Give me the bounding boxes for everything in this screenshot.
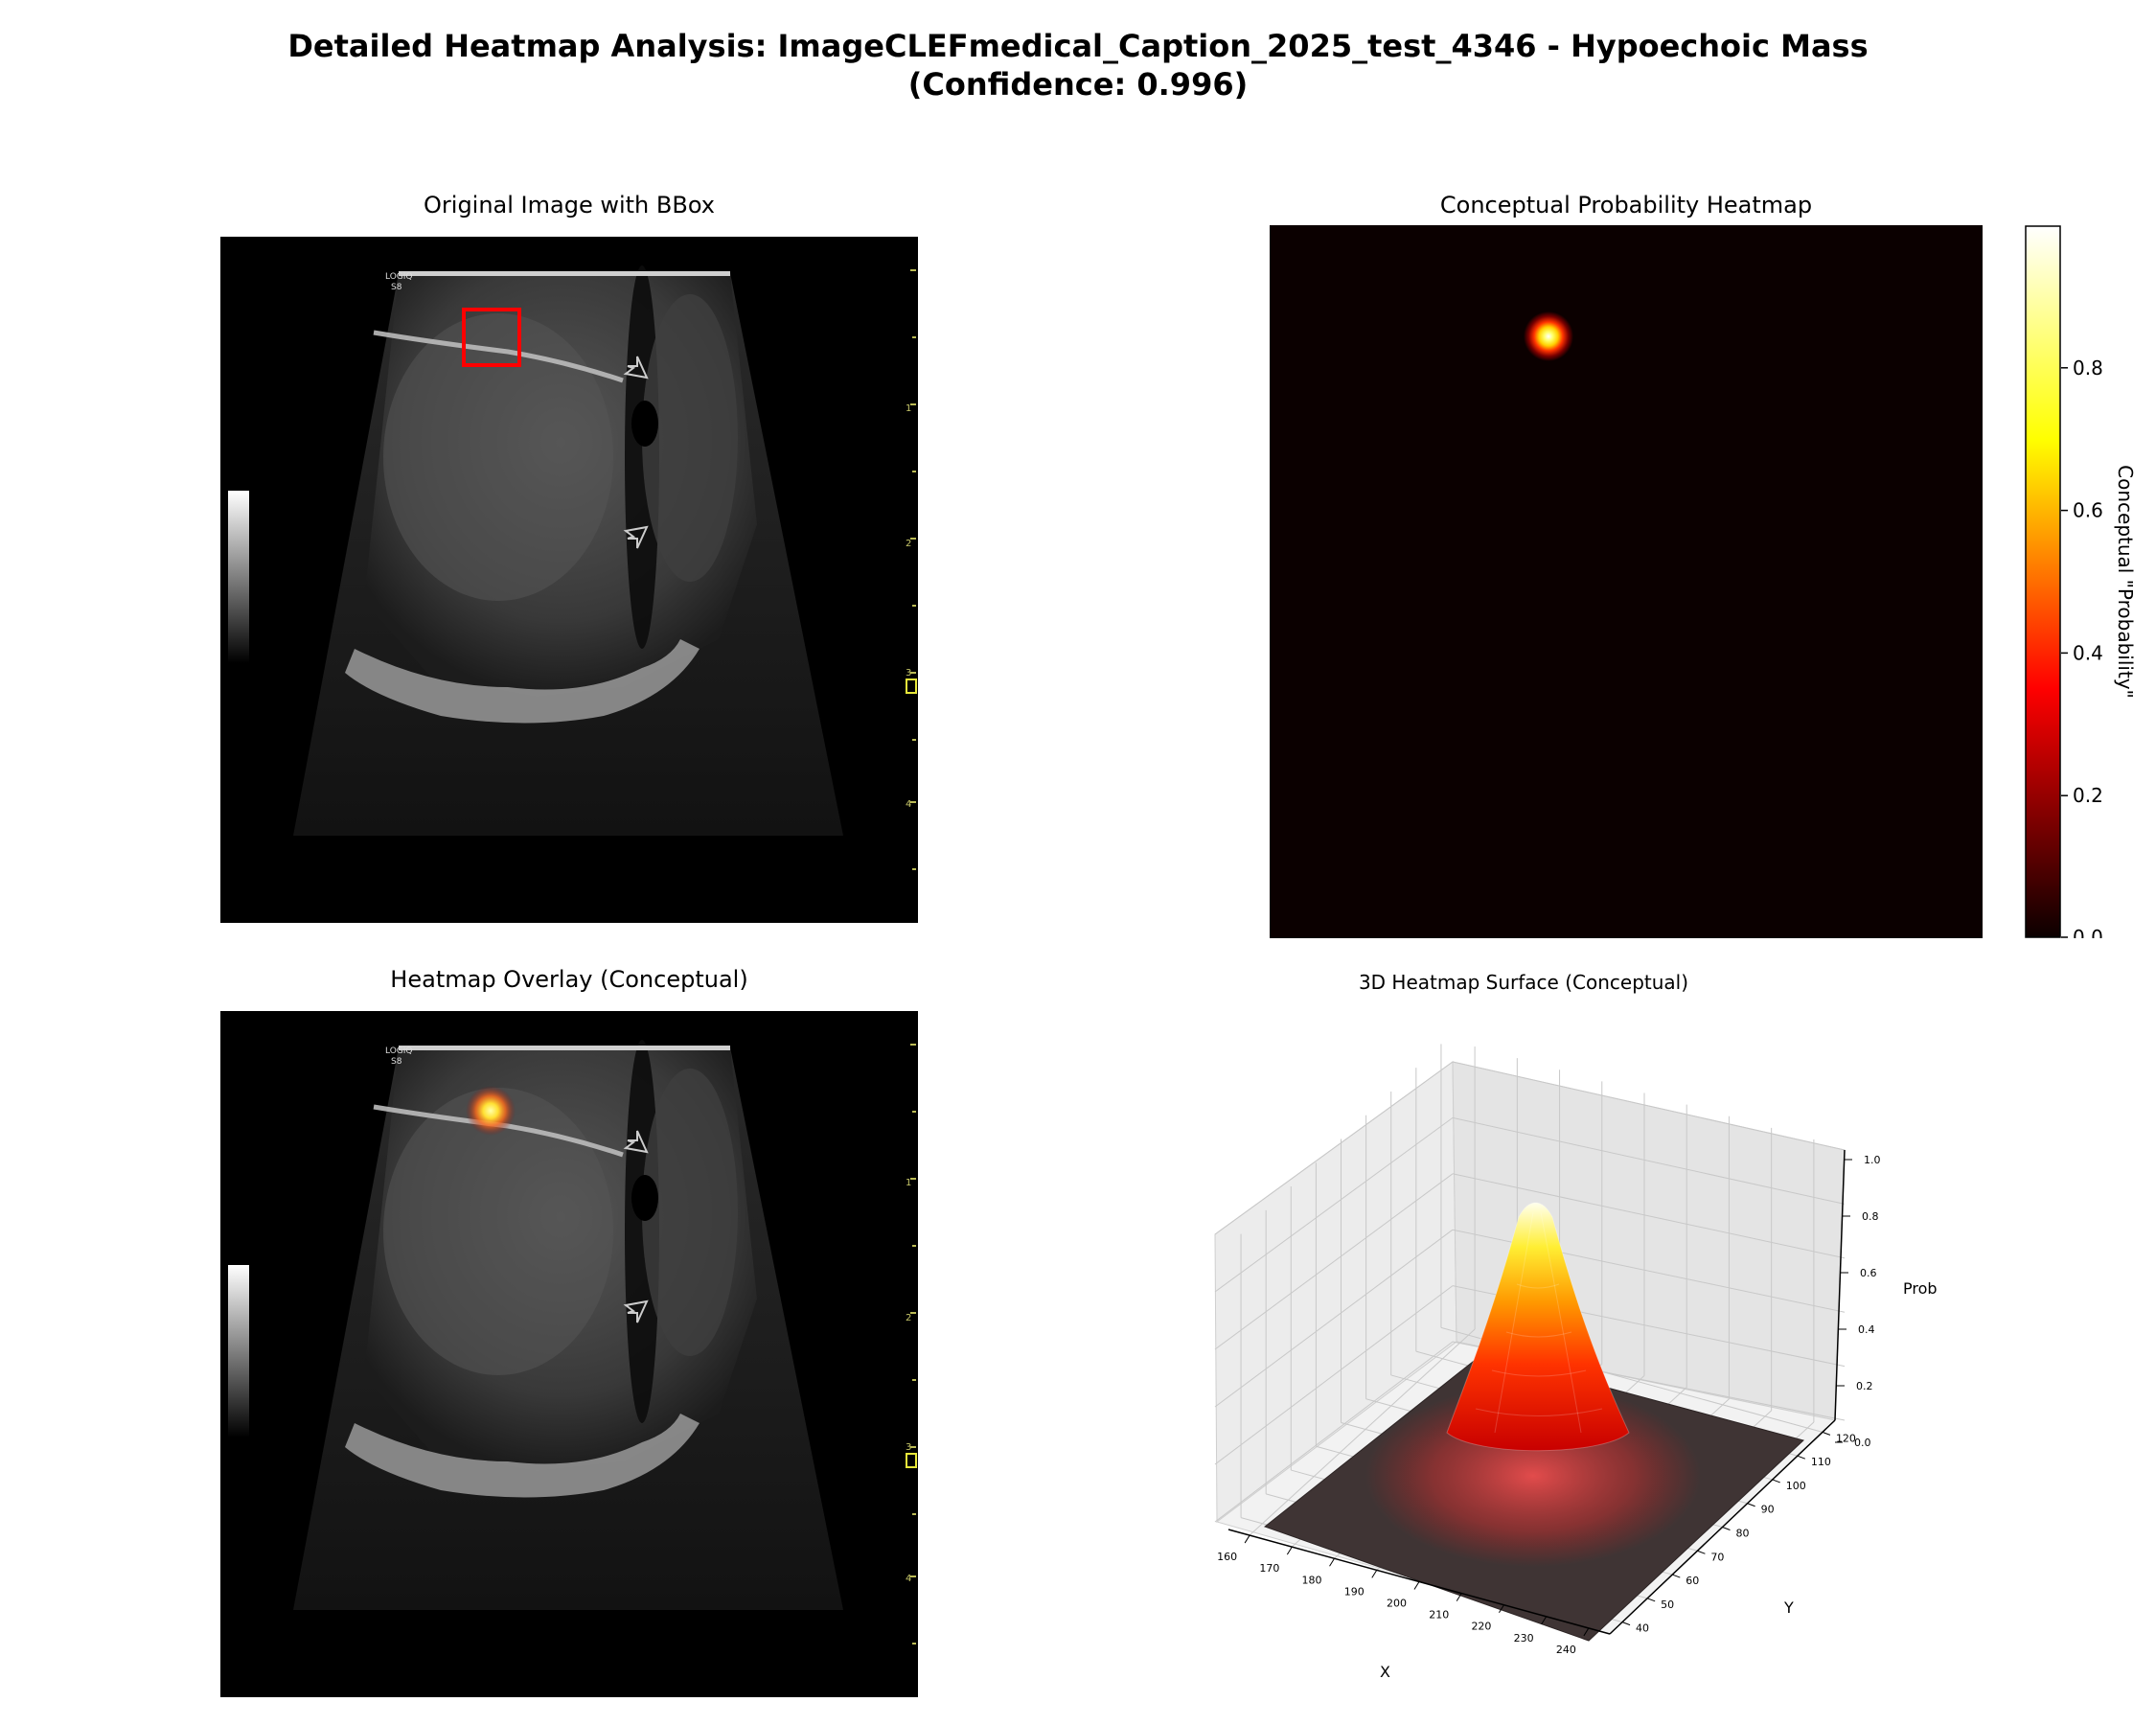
x-tick-label-4: 200 [1387,1598,1407,1610]
x-tick-label-2: 180 [1302,1574,1322,1586]
z-tick-label-1: 0.2 [1856,1380,1873,1392]
z-tick-group: 0.0 0.2 0.4 0.6 0.8 1.0 [1835,1154,1881,1449]
x-tick-0 [1244,1534,1250,1544]
x-tick-label-1: 170 [1259,1562,1279,1575]
x-tick-label-8: 240 [1556,1644,1576,1656]
x-tick-label-6: 220 [1471,1621,1491,1633]
y-tick-label-1: 50 [1661,1598,1674,1611]
z-tick-label-4: 0.8 [1862,1210,1879,1223]
x-tick-7 [1541,1616,1548,1625]
heatmap-background [1270,225,1983,938]
colorbar-svg [2025,225,2061,938]
depth-mark-1: 1 [906,403,911,414]
depth-mark-3: 3 [906,668,911,678]
y-tick-group: 40 50 60 70 80 90 100 110 120 [1621,1431,1856,1635]
overlay-depth-mark-2: 2 [906,1313,911,1323]
probability-heatmap [1270,225,1983,938]
x-tick-8 [1583,1627,1590,1637]
arrow-marker-2 [623,525,649,549]
z-tick-label-3: 0.6 [1860,1267,1877,1279]
overlay-hotspot [466,1086,516,1136]
x-tick-1 [1286,1546,1293,1555]
y-tick-6 [1772,1479,1780,1484]
original-ultrasound-image: LOGIQ S8 1 2 3 4 [220,237,918,923]
bright-echo-band [345,639,700,724]
y-tick-label-4: 80 [1736,1528,1750,1540]
colorbar-label-box: Conceptual "Probability" [2105,225,2138,938]
heatmap-svg [1270,225,1983,938]
colorbar-tick-label-4: 0.8 [2073,356,2103,380]
surface-svg: 0.0 0.2 0.4 0.6 0.8 1.0 Prob 160 170 180 190 200 2… [1214,1044,1938,1681]
arrow-marker-1 [623,356,649,380]
overlay-ultrasound-image: LOGIQ S8 1 2 3 4 [220,1011,918,1697]
x-tick-label-7: 230 [1514,1632,1534,1644]
surface-peak [1446,1202,1630,1452]
z-axis-label: Prob [1903,1279,1938,1298]
y-tick-label-8: 120 [1836,1432,1856,1444]
y-tick-label-2: 60 [1686,1575,1699,1587]
ultrasound-svg-2: LOGIQ S8 1 2 3 4 [220,1011,918,1697]
original-panel-title: Original Image with BBox [424,192,715,218]
z-tick-label-0: 0.0 [1854,1437,1871,1449]
logo-text-1: LOGIQ [385,272,413,282]
ultrasound-svg-1: LOGIQ S8 1 2 3 4 [220,237,918,923]
depth-mark-2: 2 [906,539,911,549]
x-tick-6 [1499,1604,1504,1613]
overlay-depth-mark-4: 4 [906,1574,911,1584]
colorbar [2025,225,2061,938]
colorbar-tick-label-1: 0.2 [2073,784,2103,807]
y-tick-label-5: 90 [1761,1504,1775,1516]
colorbar-label: Conceptual "Probability" [2114,465,2137,699]
x-tick-2 [1329,1558,1335,1567]
colorbar-tick-label-2: 0.4 [2073,641,2103,664]
colorbar-label-svg: Conceptual "Probability" [2114,465,2137,699]
y-tick-2 [1672,1574,1681,1578]
surface-plot: 0.0 0.2 0.4 0.6 0.8 1.0 Prob 160 170 180 190 200 2… [1188,1016,2012,1706]
colorbar-tick-label-3: 0.6 [2073,499,2103,522]
y-axis-label: Y [1783,1598,1794,1617]
z-tick-label-5: 1.0 [1864,1154,1881,1166]
logo-text-overlay-2: S8 [391,1057,402,1067]
x-tick-label-3: 190 [1344,1585,1365,1598]
y-tick-label-7: 110 [1811,1456,1831,1468]
yellow-marker [906,678,917,694]
logo-text-2: S8 [391,283,402,292]
y-tick-0 [1621,1622,1631,1626]
surface-panel-title: 3D Heatmap Surface (Conceptual) [1358,971,1689,994]
figure-title-line1: Detailed Heatmap Analysis: ImageCLEFmedi… [287,28,1869,64]
x-tick-4 [1413,1581,1420,1590]
colorbar-tick-label-0: 0.0 [2073,926,2103,938]
overlay-depth-mark-3: 3 [906,1442,911,1453]
heatmap-panel-title: Conceptual Probability Heatmap [1439,192,1813,218]
y-tick-5 [1747,1503,1755,1507]
bounding-box [462,308,521,367]
overlay-depth-mark-1: 1 [906,1178,911,1188]
y-tick-7 [1797,1455,1806,1460]
logo-text-overlay-1: LOGIQ [385,1046,413,1056]
grayscale-bar [228,491,249,663]
y-tick-4 [1722,1527,1731,1530]
y-tick-label-6: 100 [1786,1480,1806,1492]
x-tick-label-5: 210 [1429,1609,1449,1622]
x-tick-group: 160 170 180 190 200 210 220 230 240 [1217,1534,1590,1656]
depth-mark-4: 4 [906,799,911,810]
x-tick-5 [1456,1593,1462,1601]
x-tick-3 [1371,1570,1378,1578]
figure-title: Detailed Heatmap Analysis: ImageCLEFmedi… [0,27,2156,104]
y-tick-label-0: 40 [1636,1622,1649,1635]
y-tick-1 [1646,1598,1656,1602]
z-tick-label-2: 0.4 [1858,1323,1875,1336]
x-axis-label: X [1380,1663,1390,1681]
overlay-panel-title: Heatmap Overlay (Conceptual) [390,966,748,993]
z-axis-line [1834,1149,1846,1421]
heatmap-hotspot [1524,311,1573,361]
y-tick-3 [1697,1550,1706,1554]
figure-title-line2: (Confidence: 0.996) [907,66,1249,103]
y-tick-8 [1822,1431,1831,1436]
y-tick-label-3: 70 [1710,1551,1724,1563]
x-tick-label-0: 160 [1217,1551,1237,1563]
